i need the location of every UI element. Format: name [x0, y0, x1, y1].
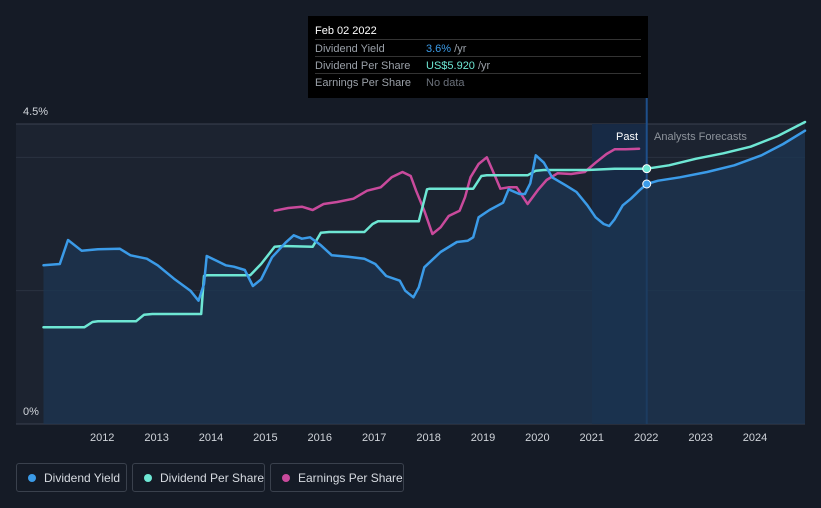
past-label: Past — [616, 131, 638, 143]
y-axis-max-label: 4.5% — [23, 106, 49, 118]
dividend-per-share-marker — [642, 164, 652, 174]
tooltip-value-number: No data — [426, 77, 465, 89]
dividend-per-share-line — [42, 120, 807, 329]
tooltip-date: Feb 02 2022 — [315, 25, 377, 37]
x-tick-label: 2017 — [362, 432, 386, 444]
yield-area-fill — [43, 130, 805, 424]
x-tick-label: 2023 — [688, 432, 712, 444]
legend-label: Dividend Per Share — [160, 471, 265, 485]
legend-dot-icon — [282, 474, 290, 482]
x-tick-label: 2012 — [90, 432, 114, 444]
tooltip-label: Dividend Yield — [315, 43, 385, 55]
tooltip-value: No data — [426, 77, 465, 89]
tooltip-value-number: 3.6% — [426, 43, 452, 55]
tooltip-row-dividend-yield: Dividend Yield 3.6% /yr — [315, 39, 641, 57]
x-axis: 2012 2013 2014 2015 2016 2017 2018 2019 2020 2021… — [90, 432, 767, 444]
x-tick-label: 2013 — [144, 432, 168, 444]
tooltip-value-number: US$5.920 — [426, 60, 475, 72]
x-tick-label: 2022 — [634, 432, 658, 444]
tooltip-row-earnings-per-share: Earnings Per Share No data — [315, 73, 641, 91]
legend-dot-icon — [28, 474, 36, 482]
dividend-yield-line — [42, 129, 807, 302]
tooltip-label: Earnings Per Share — [315, 77, 411, 89]
forecast-label: Analysts Forecasts — [654, 131, 747, 143]
x-tick-label: 2018 — [416, 432, 440, 444]
legend-dot-icon — [144, 474, 152, 482]
legend-item-dividend-per-share[interactable]: Dividend Per Share — [132, 463, 265, 492]
series-lines — [42, 120, 807, 329]
legend-label: Earnings Per Share — [298, 471, 403, 485]
cursor-markers — [642, 164, 652, 189]
tooltip-value: 3.6% /yr — [426, 43, 466, 55]
tooltip-value-unit: /yr — [474, 60, 491, 72]
tooltip: Feb 02 2022 Dividend Yield 3.6% /yr Divi… — [308, 16, 648, 98]
tooltip-value: US$5.920 /yr — [426, 60, 490, 72]
x-tick-label: 2016 — [308, 432, 332, 444]
legend-item-earnings-per-share[interactable]: Earnings Per Share — [270, 463, 404, 492]
earnings-per-share-line — [273, 147, 641, 236]
y-axis-min-label: 0% — [23, 406, 39, 418]
x-tick-label: 2015 — [253, 432, 277, 444]
tooltip-row-dividend-per-share: Dividend Per Share US$5.920 /yr — [315, 56, 641, 74]
x-tick-label: 2021 — [580, 432, 604, 444]
x-tick-label: 2014 — [199, 432, 223, 444]
legend-label: Dividend Yield — [44, 471, 121, 485]
dividend-yield-marker — [642, 179, 652, 189]
x-tick-label: 2020 — [525, 432, 549, 444]
x-tick-label: 2024 — [743, 432, 767, 444]
yield-area — [43, 130, 805, 424]
legend-item-dividend-yield[interactable]: Dividend Yield — [16, 463, 127, 492]
tooltip-label: Dividend Per Share — [315, 60, 411, 72]
x-tick-label: 2019 — [471, 432, 495, 444]
tooltip-value-unit: /yr — [451, 43, 467, 55]
